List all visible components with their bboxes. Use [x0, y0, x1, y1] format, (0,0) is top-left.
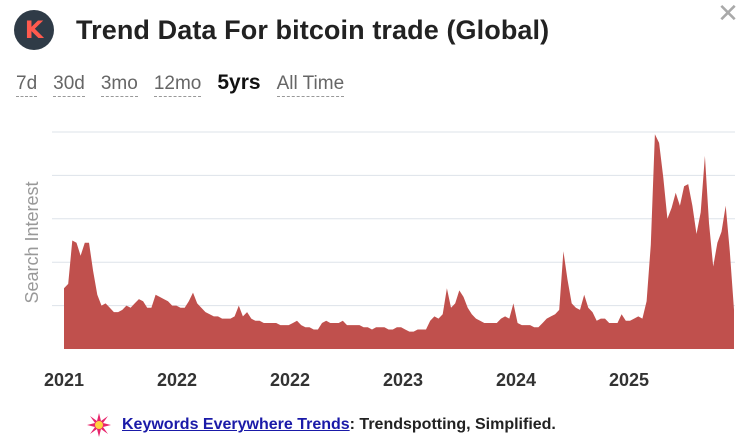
- range-30d[interactable]: 30d: [53, 73, 85, 97]
- range-5yrs[interactable]: 5yrs: [217, 71, 261, 94]
- close-icon[interactable]: ✕: [717, 0, 739, 29]
- x-tick-label: 2022: [270, 370, 310, 390]
- header: K Trend Data For bitcoin trade (Global): [14, 10, 549, 50]
- footer: Keywords Everywhere Trends : Trendspotti…: [86, 412, 556, 438]
- trend-area: [64, 134, 734, 349]
- range-3mo[interactable]: 3mo: [100, 73, 138, 97]
- starburst-icon: [87, 413, 111, 437]
- time-range-selector: 7d 30d 3mo 12mo 5yrs All Time: [16, 72, 360, 97]
- range-all-time[interactable]: All Time: [276, 73, 345, 97]
- trend-chart: Search Interest 2021 2022 2022 2023 2024 2025: [22, 131, 735, 390]
- x-tick-label: 2021: [44, 370, 84, 390]
- range-12mo[interactable]: 12mo: [153, 73, 202, 97]
- page-title: Trend Data For bitcoin trade (Global): [76, 14, 550, 45]
- footer-tagline: : Trendspotting, Simplified.: [349, 416, 556, 433]
- x-axis-ticks: 2021 2022 2022 2023 2024 2025: [44, 370, 649, 390]
- y-axis-label: Search Interest: [22, 181, 42, 303]
- logo-letter: K: [24, 16, 44, 44]
- logo: K: [14, 10, 54, 50]
- x-tick-label: 2025: [609, 370, 649, 390]
- keywords-everywhere-trends-link[interactable]: Keywords Everywhere Trends: [122, 416, 350, 433]
- range-7d[interactable]: 7d: [16, 73, 38, 97]
- x-tick-label: 2024: [496, 370, 536, 390]
- x-tick-label: 2022: [157, 370, 197, 390]
- x-tick-label: 2023: [383, 370, 423, 390]
- chart-grid: [52, 131, 735, 307]
